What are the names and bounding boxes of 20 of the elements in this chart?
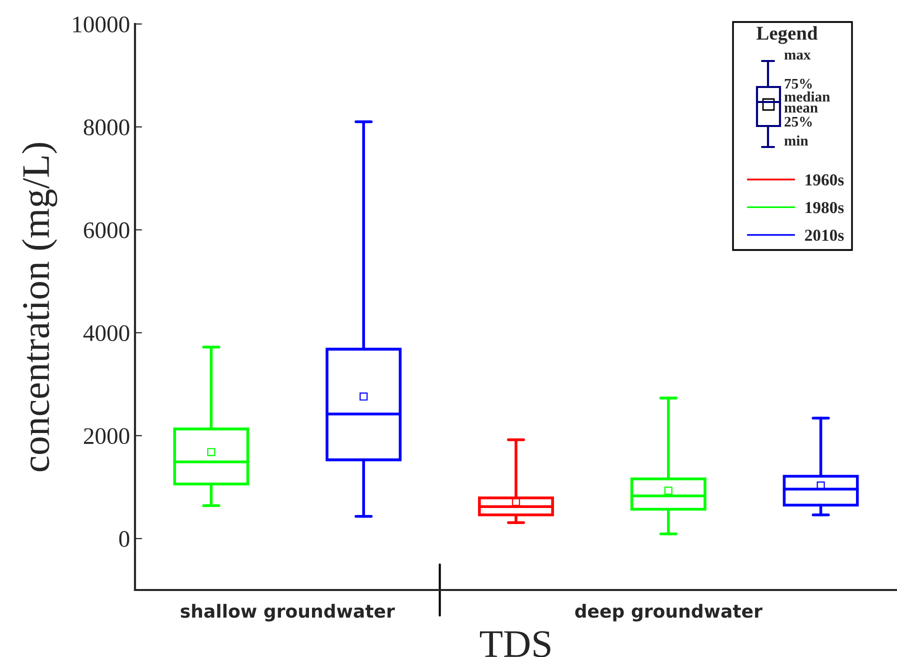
annotation: mean [784, 106, 818, 113]
y-tick-label: 8000 [84, 119, 130, 136]
x-axis-title: TDS [480, 631, 550, 657]
legend-label: 1960s [806, 174, 844, 186]
legend-title: Legend [756, 26, 818, 44]
annotation: 25% [784, 116, 812, 127]
y-tick-label: 10000 [73, 16, 130, 32]
legend-label: 1980s [806, 202, 844, 214]
x-tick-label: shallow groundwater [180, 604, 395, 622]
annotation: min [784, 135, 808, 146]
y-tick-label: 0 [119, 531, 130, 547]
annotation: 75% [784, 78, 812, 89]
y-tick-label: 2000 [84, 428, 130, 444]
x-tick-label: deep groundwater [575, 604, 762, 622]
legend-label: 2010s [805, 230, 844, 241]
y-axis-title: concentration (mg/L) [22, 142, 58, 472]
y-tick-label: 6000 [84, 222, 130, 238]
annotation: median [784, 91, 830, 102]
annotation: max [784, 52, 811, 60]
y-tick-label: 4000 [83, 325, 130, 342]
